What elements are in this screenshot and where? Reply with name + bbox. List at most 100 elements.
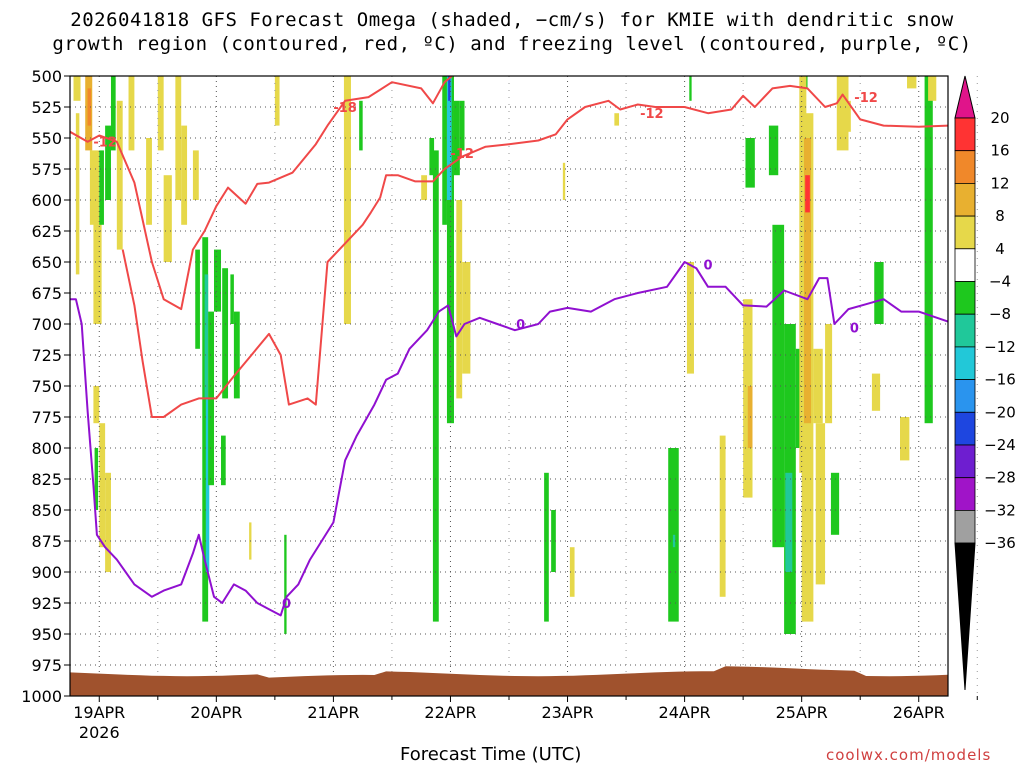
colorbar-extend-low [954, 542, 976, 691]
contour-label-0-d: 0 [850, 322, 859, 337]
omega-cell-20 [195, 249, 200, 349]
omega-cell-39 [442, 76, 447, 225]
omega-cell-14 [128, 76, 135, 151]
colorbar-seg-11 [954, 477, 976, 511]
y-tick-label-575: 575 [31, 160, 62, 179]
terrain-fill [70, 666, 948, 696]
omega-cell-40 [446, 76, 454, 424]
omega-cell-37 [429, 138, 435, 176]
omega-cell-13 [116, 100, 123, 250]
contour-label-neg12-a: -12 [93, 136, 117, 151]
omega-cell-45 [462, 262, 471, 374]
colorbar-seg-6 [954, 313, 976, 348]
contour-label-neg12-c: -12 [640, 107, 664, 122]
y-tick-label-700: 700 [31, 315, 62, 334]
omega-cell-75 [842, 100, 851, 132]
x-axis-label: Forecast Time (UTC) [400, 744, 582, 765]
colorbar-seg-7 [954, 346, 976, 380]
contours [70, 76, 948, 617]
omega-cell-49 [562, 162, 566, 200]
colorbar-seg-12 [954, 509, 976, 544]
omega-cell-68 [804, 138, 812, 424]
colorbar-seg-3 [954, 215, 976, 250]
colorbar-seg-5 [954, 281, 976, 315]
omega-cell-43 [453, 100, 460, 176]
x-tick-label-0: 19APR [73, 703, 125, 722]
omega-cell-25 [213, 249, 222, 312]
colorbar-seg-2 [954, 182, 976, 217]
omega-cell-35 [359, 100, 363, 151]
omega-cell-69 [805, 175, 810, 213]
contour-label-neg12-d: -12 [854, 91, 878, 106]
omega-cell-10 [94, 448, 99, 510]
y-tick-label-925: 925 [31, 594, 62, 613]
y-tick-label-800: 800 [31, 439, 62, 458]
omega-cell-77 [871, 373, 881, 411]
omega-cell-44 [456, 200, 463, 399]
terrain [70, 666, 948, 696]
colorbar-seg-10 [954, 444, 976, 479]
dendritic-upper-contour [70, 76, 454, 311]
omega-cell-28 [233, 311, 240, 399]
colorbar-extend-high [954, 75, 976, 119]
x-tick-label-6: 25APR [776, 703, 828, 722]
omega-cell-8 [110, 76, 116, 151]
omega-cell-47 [544, 472, 549, 622]
x-year-label: 2026 [79, 723, 120, 742]
y-tick-label-900: 900 [31, 563, 62, 582]
colorbar-label-11: −28 [984, 469, 1016, 487]
colorbar-label-3: 8 [995, 207, 1005, 225]
credit-text: coolwx.com/models [826, 746, 992, 764]
y-tick-label-875: 875 [31, 532, 62, 551]
omega-cell-5 [93, 212, 102, 324]
omega-shading [73, 76, 937, 634]
omega-cell-41 [446, 76, 452, 200]
chart-title: 2026041818 GFS Forecast Omega (shaded, −… [0, 8, 1024, 56]
omega-cell-3 [87, 88, 92, 126]
omega-cell-21 [202, 237, 209, 622]
omega-cell-16 [157, 76, 164, 151]
omega-cell-18 [175, 76, 182, 200]
omega-cell-72 [825, 324, 833, 424]
omega-cell-32 [274, 76, 280, 126]
contour-label-0-c: 0 [703, 258, 712, 273]
x-tick-label-4: 23APR [541, 703, 593, 722]
omega-cell-34 [343, 76, 351, 324]
contour-label-0-b: 0 [516, 318, 525, 333]
plot-area: -12 -18 -12 -12 -12 0 0 0 0 500 525 550 575 600 625 650… [21, 67, 978, 742]
omega-cell-4 [89, 150, 100, 225]
y-tick-label-725: 725 [31, 346, 62, 365]
y-tick-label-650: 650 [31, 253, 62, 272]
colorbar-label-5: −4 [989, 273, 1011, 291]
y-tick-label-550: 550 [31, 129, 62, 148]
omega-cell-60 [768, 125, 779, 176]
x-tick-label-7: 26APR [893, 703, 945, 722]
omega-cell-26 [222, 268, 229, 399]
y-tick-label-825: 825 [31, 470, 62, 489]
omega-cell-9 [93, 386, 100, 424]
colorbar-label-0: 20 [990, 109, 1009, 127]
y-tick-label-600: 600 [31, 191, 62, 210]
x-tick-label-1: 20APR [190, 703, 242, 722]
omega-cell-55 [689, 76, 692, 101]
omega-cell-11 [99, 423, 106, 548]
colorbar-label-8: −16 [984, 371, 1016, 389]
y-tick-label-950: 950 [31, 625, 62, 644]
colorbar-seg-0 [954, 117, 976, 152]
title-line-2: growth region (contoured, red, ºC) and f… [52, 33, 972, 55]
omega-cell-80 [924, 76, 933, 424]
omega-cell-33 [284, 534, 287, 634]
omega-cell-76 [874, 262, 884, 324]
omega-cell-48 [551, 510, 556, 572]
omega-cell-61 [772, 224, 785, 548]
omega-cell-81 [928, 76, 937, 101]
omega-cell-51 [614, 113, 620, 126]
omega-cell-54 [686, 262, 694, 374]
omega-cell-53 [672, 534, 676, 548]
colorbar-label-4: 4 [995, 240, 1005, 258]
colorbar-label-1: 16 [990, 142, 1009, 160]
y-tick-label-850: 850 [31, 501, 62, 520]
omega-cell-22 [204, 274, 209, 399]
omega-cell-30 [192, 150, 199, 200]
